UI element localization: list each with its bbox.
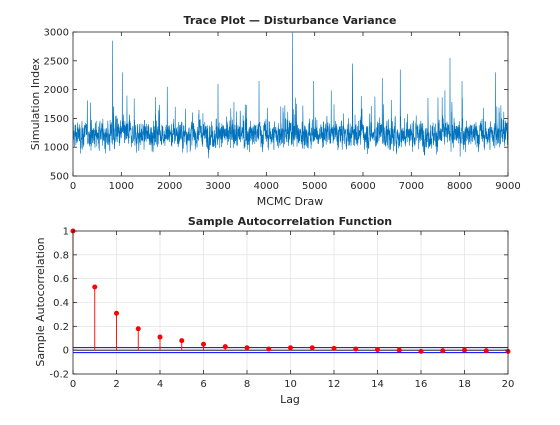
- acf-y-axis-label: Sample Autocorrelation: [34, 237, 47, 366]
- acf-axes-box: [72, 230, 509, 375]
- trace-y-tick-label: 2500: [44, 56, 69, 67]
- trace-x-tick-label: 7000: [399, 181, 424, 192]
- acf-point: [375, 347, 380, 353]
- trace-plot-panel: Trace Plot — Disturbance Variance 0 1000 2…: [29, 14, 521, 208]
- acf-x-tick-label: 20: [502, 379, 515, 390]
- acf-point: [222, 344, 228, 350]
- trace-y-tick-label: 500: [50, 172, 69, 183]
- acf-point: [135, 326, 141, 332]
- acf-x-tick-label: 6: [200, 379, 206, 390]
- acf-y-tick-label: 0.8: [53, 250, 69, 261]
- acf-y-tick-label: 0.2: [53, 322, 69, 333]
- acf-x-tick-label: 18: [458, 379, 471, 390]
- trace-x-tick-label: 4000: [254, 181, 279, 192]
- trace-y-tick-label: 2000: [44, 85, 69, 96]
- acf-point: [353, 346, 359, 352]
- trace-x-tick-label: 3000: [205, 181, 230, 192]
- trace-x-tick-label: 6000: [350, 181, 375, 192]
- acf-y-tick-label: 0: [63, 346, 69, 357]
- acf-x-tick-label: 10: [284, 379, 297, 390]
- acf-x-tick-label: 14: [371, 379, 384, 390]
- acf-point: [114, 310, 119, 316]
- trace-axes-box: [72, 31, 509, 177]
- acf-x-tick-label: 0: [70, 379, 76, 390]
- acf-point: [483, 348, 489, 354]
- acf-x-ticks: 0 2 4 6 8 10 12 14 16 18 20: [70, 231, 515, 390]
- trace-x-tick-label: 9000: [495, 181, 520, 192]
- trace-x-tick-label: 8000: [447, 181, 472, 192]
- trace-y-tick-label: 1000: [44, 143, 69, 154]
- acf-y-tick-label: 0.4: [53, 298, 69, 309]
- acf-y-tick-label: 0.6: [53, 274, 69, 285]
- acf-x-tick-label: 8: [244, 379, 250, 390]
- acf-x-tick-label: 2: [113, 379, 119, 390]
- acf-point: [331, 345, 337, 351]
- acf-point: [92, 284, 98, 290]
- trace-y-ticks: 500 1000 1500 2000 2500 3000: [44, 28, 508, 183]
- acf-y-tick-label: -0.2: [49, 370, 69, 381]
- trace-x-tick-label: 5000: [302, 181, 327, 192]
- trace-x-tick-label: 0: [70, 181, 76, 192]
- acf-x-axis-label: Lag: [280, 393, 300, 406]
- trace-x-axis-label: MCMC Draw: [257, 195, 324, 208]
- acf-x-tick-label: 16: [415, 379, 428, 390]
- acf-x-tick-label: 4: [157, 379, 163, 390]
- acf-point: [288, 345, 293, 351]
- trace-x-tick-label: 1000: [109, 181, 134, 192]
- trace-x-tick-label: 2000: [157, 181, 182, 192]
- acf-point: [418, 348, 424, 354]
- acf-point: [201, 341, 206, 347]
- acf-point: [244, 345, 250, 351]
- trace-y-axis-label: Simulation Index: [29, 57, 42, 150]
- acf-x-tick-label: 12: [328, 379, 341, 390]
- acf-point: [157, 334, 163, 340]
- acf-point: [396, 347, 402, 353]
- acf-plot-panel: Sample Autocorrelation Function 0 2 4 6 8 10 1…: [34, 215, 514, 406]
- trace-y-tick-label: 1500: [44, 114, 69, 125]
- acf-y-ticks: -0.2 0 0.2 0.4 0.6 0.8 1: [49, 227, 508, 381]
- trace-series: [72, 32, 509, 159]
- acf-y-tick-label: 1: [63, 227, 69, 238]
- trace-plot-title: Trace Plot — Disturbance Variance: [184, 14, 397, 27]
- acf-point: [440, 348, 446, 354]
- acf-point: [266, 346, 272, 352]
- acf-point: [179, 338, 185, 344]
- acf-point: [462, 347, 467, 353]
- acf-point: [309, 345, 315, 351]
- trace-line: [72, 32, 509, 159]
- acf-plot-title: Sample Autocorrelation Function: [188, 215, 392, 228]
- trace-y-tick-label: 3000: [44, 28, 69, 39]
